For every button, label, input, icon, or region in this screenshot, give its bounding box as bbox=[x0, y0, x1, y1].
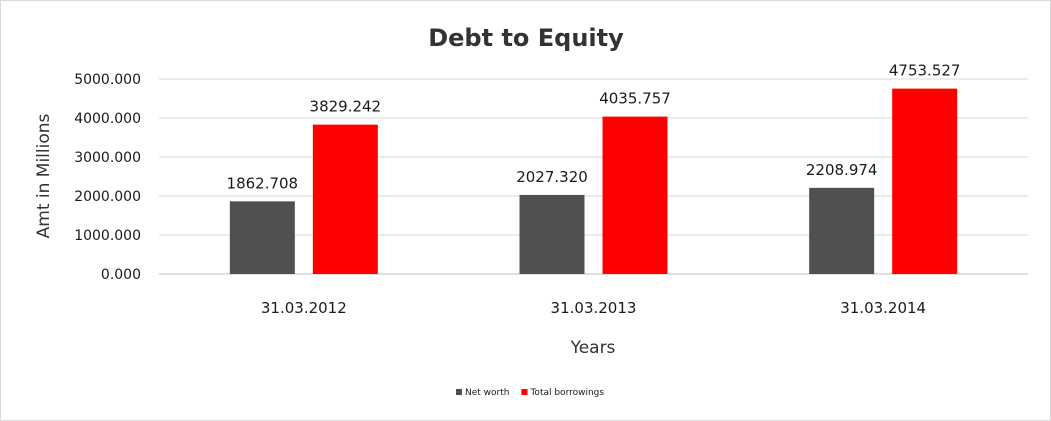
y-tick-label: 0.000 bbox=[101, 267, 141, 283]
x-category-label: 31.03.2013 bbox=[551, 299, 637, 317]
data-label: 4035.757 bbox=[599, 90, 671, 108]
y-tick-label: 4000.000 bbox=[74, 111, 141, 127]
bar-total-borrowings bbox=[312, 124, 378, 274]
bar-net-worth bbox=[229, 201, 295, 274]
data-label: 2027.320 bbox=[516, 168, 588, 186]
y-tick-label: 5000.000 bbox=[74, 72, 141, 88]
x-axis-categories: 31.03.2012 31.03.2013 31.03.2014 bbox=[261, 299, 926, 317]
x-category-label: 31.03.2012 bbox=[261, 299, 347, 317]
bar-net-worth bbox=[519, 194, 585, 274]
legend: Net worth Total borrowings bbox=[456, 388, 604, 398]
data-label: 2208.974 bbox=[806, 161, 878, 179]
y-axis-ticks: 0.000 1000.000 2000.000 3000.000 4000.000 500… bbox=[74, 72, 141, 283]
y-tick-label: 1000.000 bbox=[74, 228, 141, 244]
bar-net-worth bbox=[809, 187, 875, 274]
data-label: 3829.242 bbox=[310, 98, 382, 116]
chart-title: Debt to Equity bbox=[428, 24, 624, 52]
y-axis-title: Amt in Millions bbox=[34, 113, 54, 238]
data-label: 4753.527 bbox=[889, 62, 961, 80]
x-axis-title: Years bbox=[570, 338, 616, 358]
x-category-label: 31.03.2014 bbox=[840, 299, 926, 317]
y-tick-label: 3000.000 bbox=[74, 150, 141, 166]
legend-label: Total borrowings bbox=[529, 388, 604, 398]
legend-swatch bbox=[521, 389, 528, 395]
gridlines bbox=[159, 78, 1028, 275]
data-label: 1862.708 bbox=[227, 174, 299, 192]
y-tick-label: 2000.000 bbox=[74, 189, 141, 205]
bars bbox=[229, 88, 958, 275]
legend-label: Net worth bbox=[465, 388, 509, 398]
bar-total-borrowings bbox=[602, 116, 668, 275]
legend-swatch bbox=[456, 389, 462, 395]
bar-total-borrowings bbox=[892, 88, 958, 274]
data-labels: 1862.708 3829.242 2027.320 4035.757 2208.974… bbox=[227, 62, 961, 193]
